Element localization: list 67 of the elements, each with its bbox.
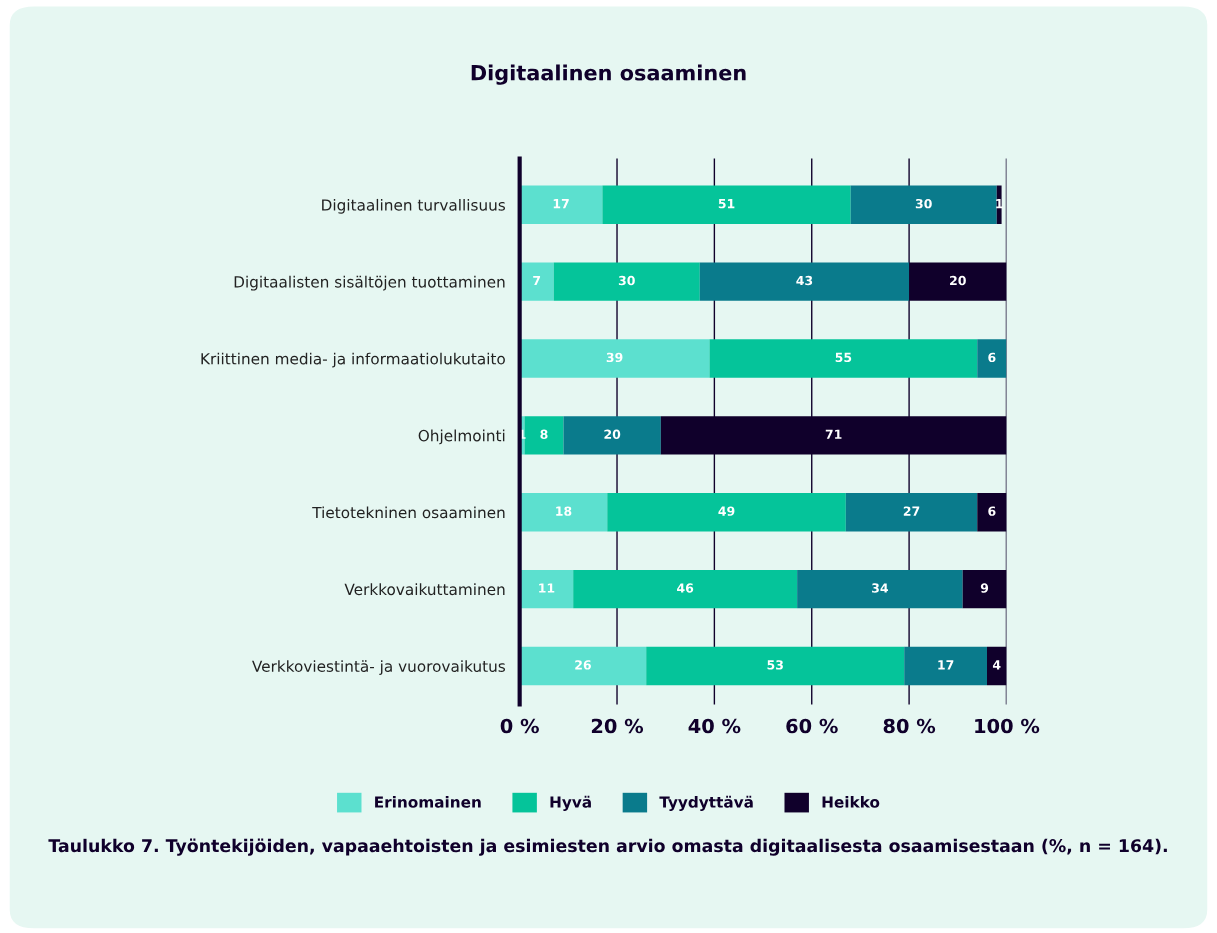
bar [519,493,608,532]
bar [573,569,798,609]
data-label: 55 [835,352,852,363]
x-tick-label: 60 % [786,718,838,734]
data-label: 17 [553,199,569,209]
data-label: 17 [938,660,954,670]
bar [607,493,846,532]
data-label: 9 [980,583,989,593]
bar [977,339,1007,378]
data-label: 6 [988,352,996,363]
legend-label: Hyvä [550,795,591,811]
bar [519,646,647,686]
y-tick-label: Verkkovaikuttaminen [344,583,505,596]
bar [986,646,1007,686]
x-tick-label: 40 % [688,718,741,734]
x-tick-label: 100 % [975,718,1040,734]
bar [797,569,963,609]
data-label: 18 [556,506,572,516]
bar [962,569,1007,609]
data-label: 20 [950,275,966,286]
data-label: 27 [903,506,920,516]
data-label: 11 [539,583,555,593]
data-label: 46 [677,583,694,593]
legend-label: Erinomainen [375,796,481,808]
bar [845,493,978,532]
bar [519,569,574,609]
bar [524,416,564,455]
y-tick-label: Verkkoviestintä- ja vuorovaikutus [252,660,506,675]
data-label: 6 [988,506,996,516]
y-tick-label: Tietotekninen osaaminen [312,506,505,519]
bar [699,262,910,301]
data-label: 30 [618,275,635,286]
bar [904,646,987,686]
x-tick-label: 0 % [500,718,539,734]
y-tick-label: Ohjelmointi [418,429,505,445]
data-label: 8 [540,429,548,439]
chart-title: Digitaalinen osaaminen [471,64,746,85]
y-tick-label: Digitaalisten sisältöjen tuottaminen [234,275,505,291]
data-label: 20 [604,429,621,439]
bar [519,262,554,301]
y-tick-label: Kriittinen media- ja informaatiolukutaito [201,352,505,368]
data-label: 49 [718,506,735,516]
legend-label: Heikko [822,796,880,808]
bar [563,416,661,455]
bar [519,339,710,378]
data-label: 71 [825,429,842,439]
data-label: 53 [767,660,783,670]
bar [977,493,1007,532]
bar [553,262,700,301]
x-tick-label: 80 % [883,718,936,734]
data-label: 51 [718,199,735,209]
bar [519,185,603,224]
y-tick-label: Digitaalinen turvallisuus [322,198,506,214]
data-label: 43 [796,275,813,286]
text: Taulukko 7. Työntekijöiden, vapaaehtoisten ja esimiesten arvio omasta digitaalisesta osaamisestaan (%, n = 164). [48,838,1167,856]
data-label: 34 [872,583,889,593]
x-tick-label: 20 % [591,718,644,734]
data-label: 4 [992,660,1001,670]
bar [709,339,978,378]
bar [602,185,851,224]
bar [646,646,905,686]
bar [850,185,997,224]
data-label: 7 [533,275,541,286]
data-label: 30 [915,198,932,209]
data-label: 26 [575,660,591,670]
legend-label: Tyydyttävä [659,795,753,811]
data-label: 39 [606,352,623,363]
